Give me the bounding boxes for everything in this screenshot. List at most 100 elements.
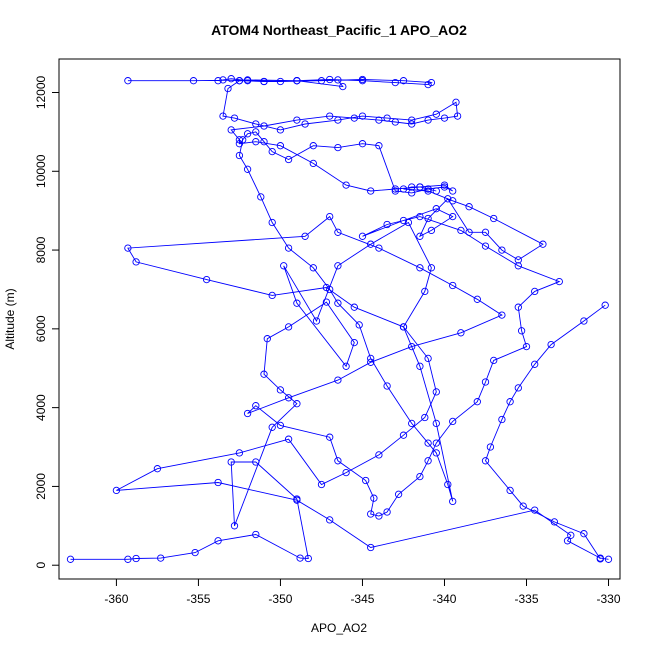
data-point xyxy=(481,378,490,386)
data-point xyxy=(235,140,244,148)
data-point xyxy=(449,212,457,221)
data-point xyxy=(383,382,391,390)
data-point xyxy=(481,242,490,250)
data-point xyxy=(317,480,326,489)
data-point xyxy=(580,317,588,325)
y-tick-label: 12000 xyxy=(34,75,48,109)
data-point xyxy=(309,159,317,168)
data-point xyxy=(312,317,321,325)
data-point xyxy=(547,340,555,349)
data-point xyxy=(457,226,465,235)
data-point xyxy=(498,246,506,254)
data-point xyxy=(375,244,383,252)
data-point xyxy=(243,409,252,418)
data-point xyxy=(322,298,331,306)
data-point xyxy=(284,155,293,164)
data-point xyxy=(214,478,222,487)
data-point xyxy=(317,77,326,85)
data-point xyxy=(358,232,367,240)
data-point xyxy=(408,419,416,428)
data-point xyxy=(514,262,522,270)
data-point xyxy=(124,244,132,252)
data-point xyxy=(350,338,358,347)
data-point xyxy=(555,277,563,286)
data-point xyxy=(432,205,440,213)
data-point xyxy=(440,114,449,122)
data-point xyxy=(383,508,391,516)
data-point xyxy=(498,311,506,319)
x-tick-label: -350 xyxy=(268,592,292,606)
data-point xyxy=(334,457,342,465)
data-point xyxy=(432,388,440,396)
data-point xyxy=(326,112,334,120)
data-point xyxy=(230,522,239,530)
data-point xyxy=(342,468,350,477)
data-point xyxy=(276,77,285,86)
data-point xyxy=(580,530,588,538)
data-point xyxy=(465,228,473,236)
data-point xyxy=(334,76,342,84)
data-point xyxy=(550,518,559,526)
data-point xyxy=(227,126,235,134)
data-point xyxy=(350,114,358,122)
data-point xyxy=(309,142,317,150)
data-point xyxy=(301,120,309,128)
data-point xyxy=(416,362,424,370)
data-point xyxy=(375,116,383,124)
y-tick-label: 4000 xyxy=(34,394,48,421)
data-point xyxy=(486,443,495,451)
data-point xyxy=(243,130,252,138)
data-point xyxy=(252,530,260,539)
data-point xyxy=(334,143,342,152)
data-point xyxy=(334,116,342,124)
data-point xyxy=(427,264,436,272)
data-point xyxy=(66,555,75,563)
data-point xyxy=(375,451,383,459)
data-point xyxy=(293,496,301,504)
y-tick-label: 8000 xyxy=(34,236,48,263)
data-point xyxy=(514,384,522,392)
data-point xyxy=(367,187,375,195)
data-point xyxy=(260,370,268,378)
y-tick-label: 6000 xyxy=(34,315,48,342)
data-point xyxy=(326,433,334,441)
data-point xyxy=(252,128,260,136)
x-tick-label: -340 xyxy=(432,592,456,606)
data-point xyxy=(408,342,416,351)
data-point xyxy=(252,120,260,128)
y-tick-label: 2000 xyxy=(34,473,48,500)
data-point xyxy=(457,329,465,337)
data-point xyxy=(416,212,424,221)
data-point xyxy=(326,516,334,524)
data-point xyxy=(268,147,276,156)
data-point xyxy=(219,76,227,84)
data-point xyxy=(391,185,399,193)
data-point xyxy=(421,287,429,296)
data-point xyxy=(260,122,268,130)
data-point xyxy=(235,136,244,144)
data-point xyxy=(358,140,367,148)
data-point xyxy=(444,195,452,203)
data-point xyxy=(490,214,498,223)
plot-frame xyxy=(58,58,621,580)
x-axis-label: APO_AO2 xyxy=(311,621,367,635)
data-point xyxy=(383,114,391,122)
data-point xyxy=(399,77,408,85)
series-line xyxy=(116,186,609,560)
data-point xyxy=(243,76,252,84)
data-point xyxy=(517,327,526,335)
data-point xyxy=(596,555,604,563)
data-point xyxy=(490,356,498,365)
data-point xyxy=(432,187,440,195)
data-point xyxy=(358,75,367,84)
chart-title: ATOM4 Northeast_Pacific_1 APO_AO2 xyxy=(211,22,467,38)
data-point xyxy=(399,216,408,225)
data-point xyxy=(427,78,436,87)
data-point xyxy=(473,295,481,303)
data-point xyxy=(355,321,363,329)
data-point xyxy=(235,151,244,160)
data-point xyxy=(276,142,285,150)
data-point xyxy=(243,165,252,173)
y-axis: 0 2000 4000 6000 8000 10000 12000 xyxy=(34,75,60,569)
